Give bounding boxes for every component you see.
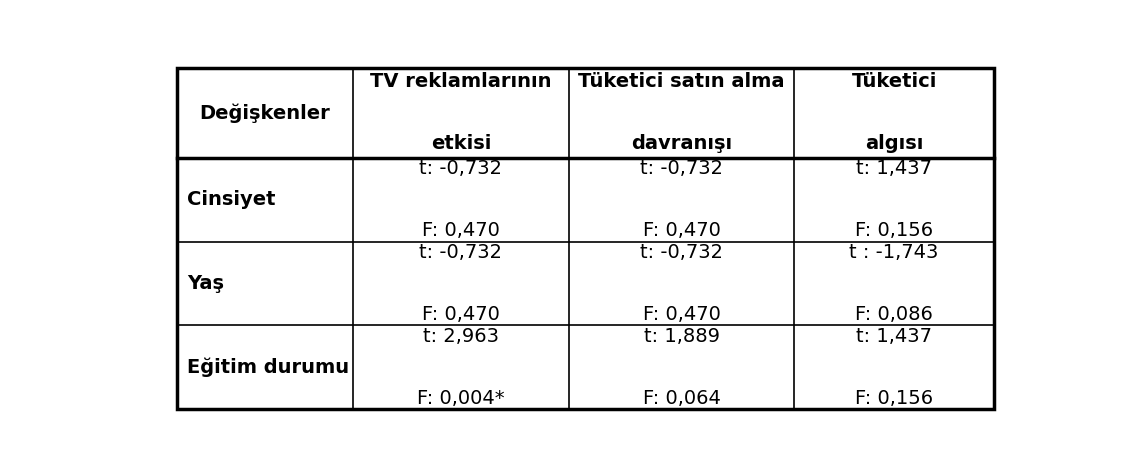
- Text: t : -1,743

F: 0,086: t : -1,743 F: 0,086: [849, 243, 939, 324]
- Text: t: 1,889

F: 0,064: t: 1,889 F: 0,064: [643, 327, 720, 408]
- Text: Tüketici satın alma

davranışı: Tüketici satın alma davranışı: [578, 72, 785, 153]
- Text: Cinsiyet: Cinsiyet: [187, 190, 276, 210]
- Text: t: -0,732

F: 0,470: t: -0,732 F: 0,470: [640, 160, 723, 240]
- Text: Yaş: Yaş: [187, 274, 225, 293]
- Text: t: -0,732

F: 0,470: t: -0,732 F: 0,470: [420, 160, 502, 240]
- Text: t: 2,963

F: 0,004*: t: 2,963 F: 0,004*: [417, 327, 505, 408]
- Text: t: 1,437

F: 0,156: t: 1,437 F: 0,156: [855, 327, 933, 408]
- Text: Eğitim durumu: Eğitim durumu: [187, 358, 349, 377]
- Text: t: -0,732

F: 0,470: t: -0,732 F: 0,470: [420, 243, 502, 324]
- Text: t: 1,437

F: 0,156: t: 1,437 F: 0,156: [855, 160, 933, 240]
- Text: Tüketici

algısı: Tüketici algısı: [852, 72, 937, 153]
- Text: TV reklamlarının

etkisi: TV reklamlarının etkisi: [370, 72, 551, 153]
- Text: t: -0,732

F: 0,470: t: -0,732 F: 0,470: [640, 243, 723, 324]
- Text: Değişkenler: Değişkenler: [200, 103, 330, 123]
